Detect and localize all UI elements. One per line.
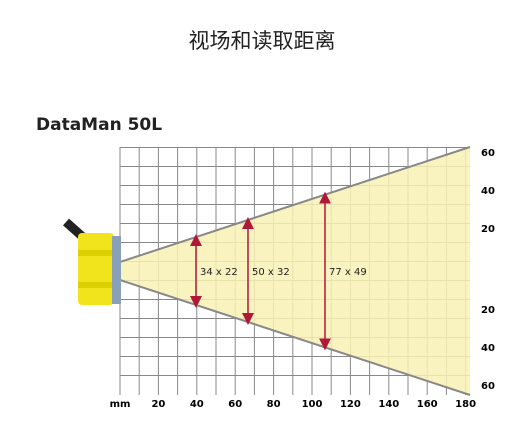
y-tick-label: 40 [481, 186, 495, 197]
x-tick-label: 100 [302, 399, 323, 410]
camera [63, 218, 121, 305]
model-name: DataMan 50L [36, 115, 162, 135]
camera-ridge [78, 282, 114, 288]
camera-front [112, 236, 121, 304]
x-tick-label: 40 [190, 399, 204, 410]
y-tick-label: 60 [481, 381, 495, 392]
title: 视场和读取距离 [189, 29, 336, 53]
x-tick-label: 160 [417, 399, 438, 410]
y-tick-label: 60 [481, 148, 495, 159]
cone-edge [119, 279, 471, 396]
x-tick-label: 20 [151, 399, 165, 410]
camera-ridge [78, 250, 114, 256]
dimension-label: 50 x 32 [252, 267, 290, 278]
x-unit: mm [110, 399, 131, 410]
cone-edge [119, 146, 471, 263]
y-tick-label: 40 [481, 343, 495, 354]
y-tick-label: 20 [481, 224, 495, 235]
field-of-view [120, 147, 470, 395]
y-tick-label: 20 [481, 305, 495, 316]
x-tick-label: 60 [228, 399, 242, 410]
x-tick-label: 140 [378, 399, 399, 410]
dimension-label: 77 x 49 [329, 267, 367, 278]
dimension-label: 34 x 22 [200, 267, 238, 278]
x-tick-label: 120 [340, 399, 361, 410]
x-tick-label: 180 [455, 399, 476, 410]
measurements: 34 x 22 50 x 32 77 x 49 [190, 191, 367, 351]
x-tick-label: 80 [267, 399, 281, 410]
camera-body [78, 233, 114, 305]
